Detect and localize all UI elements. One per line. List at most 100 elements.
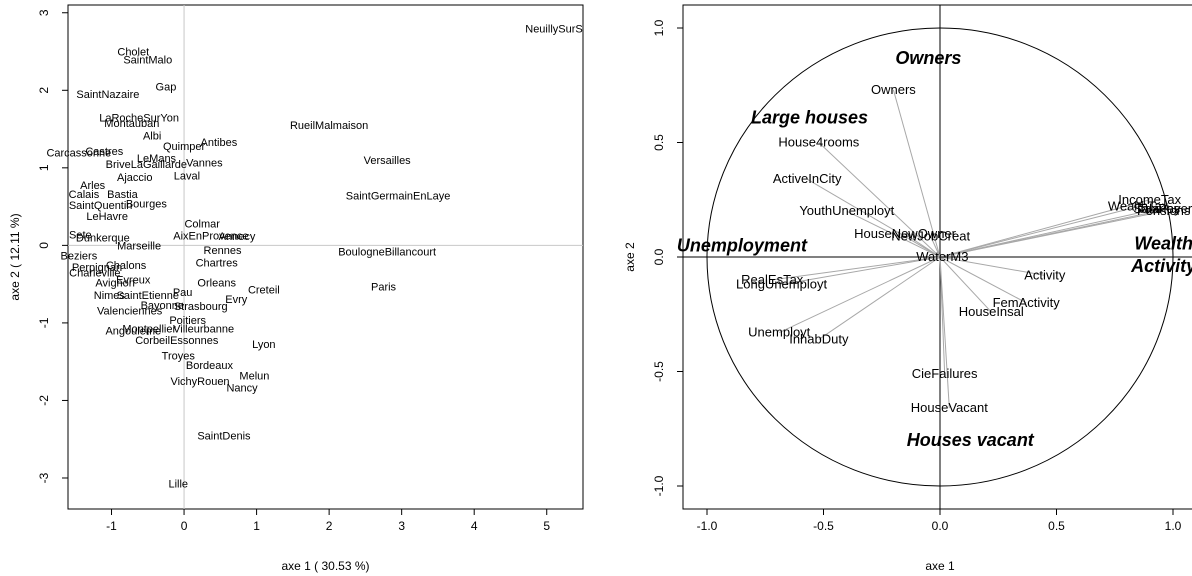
variable-label: WealthTax [1108,199,1169,214]
variable-arrow [818,142,941,258]
city-label: Gap [156,81,177,93]
variable-arrow [781,256,941,285]
city-label: Strasbourg [174,301,228,313]
city-label: SaintMalo [123,54,172,66]
left-plot-frame [67,4,584,510]
variable-arrow [818,256,941,340]
variable-arrow [772,256,941,281]
variable-arrows [772,89,1169,409]
city-label: Antibes [201,137,238,149]
city-label: Chalons [106,260,147,272]
variable-arrow [939,256,950,409]
group-annotation: Wealth [1134,233,1192,253]
city-label: Perpignan [72,262,122,274]
right-x-tick-label: -0.5 [813,519,834,533]
variable-label: TaxPayers [1138,201,1192,216]
city-label: Avignon [95,278,135,290]
variable-arrow [939,206,1139,258]
city-label: Pau [173,287,193,299]
city-label: Poitiers [169,315,206,327]
city-label: Lyon [252,339,275,351]
variable-arrow [939,208,1169,258]
variable-label: ActiveInCity [773,171,842,186]
right-x-tick-label: -1.0 [697,519,718,533]
left-y-tick-label: -1 [37,317,51,328]
city-label: Ajaccio [117,172,152,184]
variable-label: Owners [871,82,916,97]
city-label: LeMans [137,153,177,165]
city-label: CorbeilEssonnes [135,335,219,347]
city-label: Montpellier [122,323,176,335]
left-y-tick-label: 2 [37,87,51,94]
city-label: Orleans [197,278,236,290]
city-label: Evreux [116,274,151,286]
variable-label: RealEsTax [741,272,804,287]
variable-arrow [939,256,992,313]
city-label: Marseille [117,240,161,252]
left-x-tick-label: 3 [398,519,405,533]
unit-circle [706,27,1174,487]
left-y-tick-label: -3 [37,472,51,483]
right-x-tick-label: 0.0 [932,519,949,533]
city-label: Dunkerque [76,233,130,245]
left-y-tick-label: 3 [37,9,51,16]
city-label: Colmar [184,219,220,231]
right-y-axis-label: axe 2 [623,242,637,272]
city-label: Bastia [107,189,138,201]
group-annotation: Owners [895,48,961,68]
right-y-tick-label: 0.0 [652,248,666,265]
variable-label: House4rooms [778,135,859,150]
city-label: Sete [69,230,92,242]
left-axis-ticks: -1 0 1 2 3 4 5 -3 -2 -1 0 1 2 3 [37,9,550,533]
city-label: Nancy [226,382,258,394]
city-label: Charleville [69,268,120,280]
left-x-tick-label: 5 [543,519,550,533]
correlation-circle [706,27,1174,487]
right-axis-ticks: -1.0 -0.5 0.0 0.5 1.0 -1.0 -0.5 0.0 0.5 1.0 [652,19,1182,533]
right-y-tick-label: 1.0 [652,19,666,36]
variables-plot: -1.0 -0.5 0.0 0.5 1.0 -1.0 -0.5 0.0 0.5 1.0 Owner… [623,4,1192,573]
group-annotation: Large houses [751,107,868,127]
left-y-tick-label: -2 [37,395,51,406]
city-label: SaintDenis [197,430,251,442]
city-label: SaintGermainEnLaye [346,191,451,203]
left-y-tick-label: 0 [37,242,51,249]
variable-arrow [930,236,941,258]
variable-label: HouseInsal [959,304,1024,319]
city-label: Castres [85,146,123,158]
variable-arrow [939,256,1027,304]
left-y-tick-label: 1 [37,164,51,171]
city-label: Chartres [196,257,239,269]
variable-arrow [779,256,941,334]
city-label: Bayonne [141,300,184,312]
city-label: Angouleme [105,326,161,338]
city-label: LaRocheSurYon [99,112,179,124]
variable-label: Salaries [1133,201,1180,216]
variable-label: CieFailures [912,366,978,381]
left-x-tick-label: 1 [253,519,260,533]
city-label: Quimper [163,141,206,153]
left-x-tick-label: 4 [471,519,478,533]
city-label: SaintNazaire [76,89,139,101]
variable-arrow [806,178,941,258]
variable-arrow [939,199,1150,258]
city-label: SaintQuentin [69,200,133,212]
city-label: Arles [80,180,106,192]
variable-arrow [892,89,941,258]
variable-label: WaterM3 [916,249,968,264]
variable-label: Unemployt [748,325,811,340]
city-label: Montauban [104,118,159,130]
city-label: Troyes [162,350,196,362]
variable-label: Pensions [1137,203,1191,218]
city-label: LeHavre [86,211,128,223]
city-label: BoulogneBillancourt [338,247,436,259]
right-y-tick-label: -0.5 [652,361,666,382]
right-y-tick-label: 0.5 [652,134,666,151]
city-label: Cholet [117,47,149,59]
variable-label: Activity [1024,267,1066,282]
city-label: Creteil [248,285,280,297]
variable-label: LongUnemployt [736,276,827,291]
right-x-axis-label: axe 1 [925,559,955,573]
